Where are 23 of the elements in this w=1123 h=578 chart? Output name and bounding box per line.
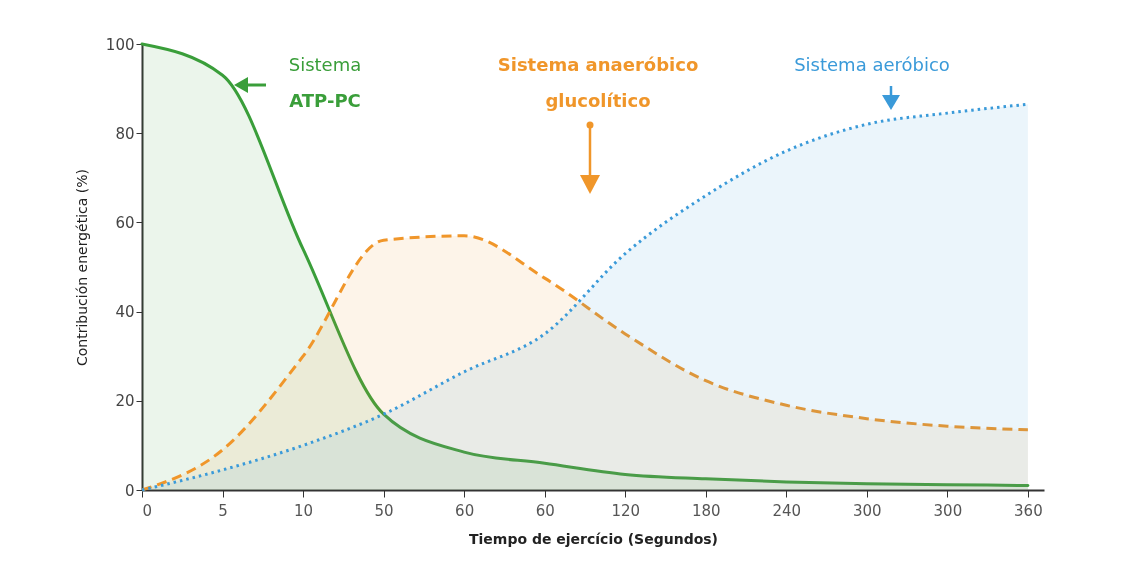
x-tick-label: 5	[218, 501, 228, 520]
y-tick-label: 60	[115, 213, 135, 232]
y-tick-label: 20	[115, 392, 135, 411]
y-tick-label: 40	[115, 303, 135, 322]
x-tick-label: 0	[142, 501, 153, 520]
x-tick-label: 10	[294, 501, 314, 520]
x-tick-label: 180	[691, 501, 721, 520]
x-tick-label: 300	[853, 501, 882, 520]
y-tick-label: 100	[105, 35, 135, 54]
x-tick-label: 50	[374, 501, 394, 520]
x-tick-label: 240	[772, 501, 802, 520]
x-axis-title: Tiempo de ejercício (Segundos)	[468, 530, 719, 547]
x-tick-label: 300	[933, 501, 963, 520]
legend-label: Sistema ATP-PC	[288, 54, 362, 111]
x-tick-label: 60	[455, 501, 475, 520]
x-tick-label: 360	[1014, 501, 1043, 520]
y-axis-title: Contribución energética (%)	[73, 168, 90, 367]
y-tick-label: 0	[124, 481, 135, 500]
y-tick-label: 80	[115, 124, 135, 143]
text: Sistema aeróbico	[794, 54, 950, 75]
text: Sistema anaeróbico glucolítico	[497, 54, 699, 111]
x-tick-label: 120	[611, 501, 641, 520]
x-tick-label: 60	[535, 501, 555, 520]
